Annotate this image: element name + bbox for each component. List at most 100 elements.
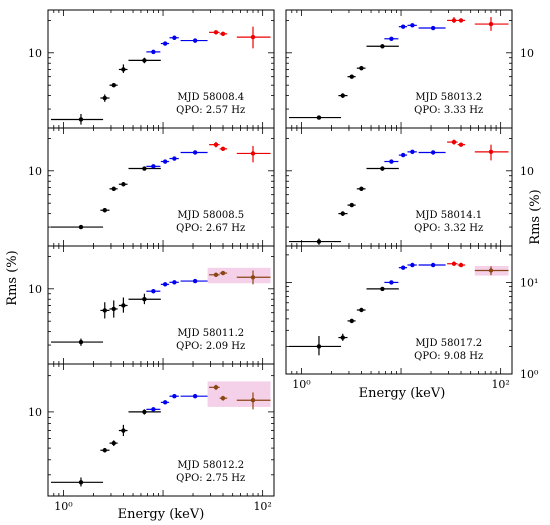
data-point (180, 38, 208, 43)
data-point (384, 36, 399, 41)
data-marker (172, 280, 177, 285)
data-point (457, 18, 466, 23)
data-point (356, 186, 366, 192)
data-point (209, 30, 220, 35)
data-point (236, 392, 271, 410)
y-tick-label: 10 (28, 283, 42, 296)
data-marker (192, 394, 198, 399)
panel-annotation: QPO: 9.08 Hz (414, 351, 483, 362)
data-marker (142, 297, 147, 302)
data-point (169, 280, 179, 285)
data-marker (220, 395, 226, 401)
x-axis-title-right: Energy (keV) (359, 386, 446, 401)
data-point (118, 424, 128, 437)
data-point (384, 280, 399, 285)
data-point (338, 333, 348, 341)
data-marker (213, 272, 219, 277)
data-marker (451, 18, 457, 23)
data-point (109, 82, 118, 88)
data-marker (380, 44, 385, 49)
panel-annotation: MJD 58011.2 (177, 328, 244, 339)
data-marker (389, 36, 394, 41)
data-marker (220, 31, 226, 37)
data-point (418, 262, 446, 268)
data-marker (458, 18, 464, 23)
data-marker (359, 186, 364, 192)
data-marker (316, 344, 322, 349)
panel-annotation: MJD 58012.2 (177, 460, 244, 471)
data-point (407, 262, 417, 268)
panel-annotation: MJD 58008.5 (177, 210, 244, 221)
data-marker (220, 146, 226, 152)
data-marker (121, 428, 126, 433)
data-point (398, 24, 408, 29)
data-marker (78, 224, 84, 230)
data-marker (400, 265, 406, 270)
data-point (457, 142, 466, 147)
panel-p1: 10 MJD 58008.4 QPO: 2.57 Hz (28, 9, 275, 129)
data-point (474, 266, 509, 276)
y-tick-label: 10 (28, 406, 42, 419)
data-marker (250, 398, 256, 403)
data-marker (316, 115, 322, 120)
x-tick-label: 10⁰ (292, 378, 311, 391)
data-point (50, 113, 104, 125)
data-point (407, 23, 417, 28)
data-marker (162, 400, 168, 405)
data-marker (102, 448, 107, 453)
data-marker (410, 23, 415, 28)
x-tick-label: 10² (253, 500, 271, 513)
data-marker (102, 308, 107, 313)
data-point (236, 270, 271, 285)
shade-band (207, 381, 271, 407)
data-marker (410, 149, 415, 155)
data-marker (458, 262, 464, 268)
data-marker (121, 182, 126, 187)
panel-p4: 10 10⁰ 10² MJD 58012.2 QPO: 2.75 Hz (28, 363, 275, 513)
data-marker (400, 152, 406, 158)
data-marker (380, 286, 385, 292)
data-marker (78, 339, 84, 345)
data-point (288, 115, 342, 120)
data-point (118, 182, 128, 187)
data-marker (430, 262, 436, 268)
data-point (180, 278, 208, 284)
data-marker (151, 164, 156, 169)
panel-annotation: QPO: 2.75 Hz (176, 473, 245, 484)
data-marker (111, 186, 116, 192)
data-marker (340, 335, 345, 340)
data-marker (410, 262, 415, 268)
data-point (447, 139, 458, 145)
data-point (128, 166, 161, 171)
x-tick-label: 10² (491, 378, 509, 391)
data-marker (316, 239, 322, 244)
data-marker (192, 150, 198, 155)
data-point (356, 307, 366, 313)
data-marker (451, 261, 457, 266)
y-tick-label: 10¹ (520, 276, 538, 289)
data-marker (121, 67, 126, 72)
panel-p5: 10 MJD 58013.2 QPO: 3.33 Hz (285, 9, 534, 129)
data-marker (451, 139, 457, 145)
data-marker (488, 21, 494, 27)
data-marker (213, 30, 219, 35)
data-point (160, 41, 170, 46)
data-marker (121, 303, 126, 308)
data-marker (250, 151, 256, 156)
data-point (100, 448, 110, 453)
data-point (128, 293, 161, 305)
panel-annotation: QPO: 2.67 Hz (176, 223, 245, 234)
data-marker (162, 282, 168, 287)
data-point (288, 238, 342, 245)
data-marker (78, 480, 84, 485)
data-point (338, 93, 348, 99)
data-point (160, 159, 170, 164)
panel-annotation: QPO: 2.09 Hz (176, 341, 245, 352)
panel-annotation: MJD 58013.2 (415, 92, 482, 103)
data-marker (111, 82, 116, 88)
data-point (418, 150, 446, 155)
data-marker (340, 211, 345, 216)
data-marker (349, 74, 354, 79)
data-point (457, 262, 466, 268)
panel-annotation: MJD 58017.2 (415, 338, 482, 349)
